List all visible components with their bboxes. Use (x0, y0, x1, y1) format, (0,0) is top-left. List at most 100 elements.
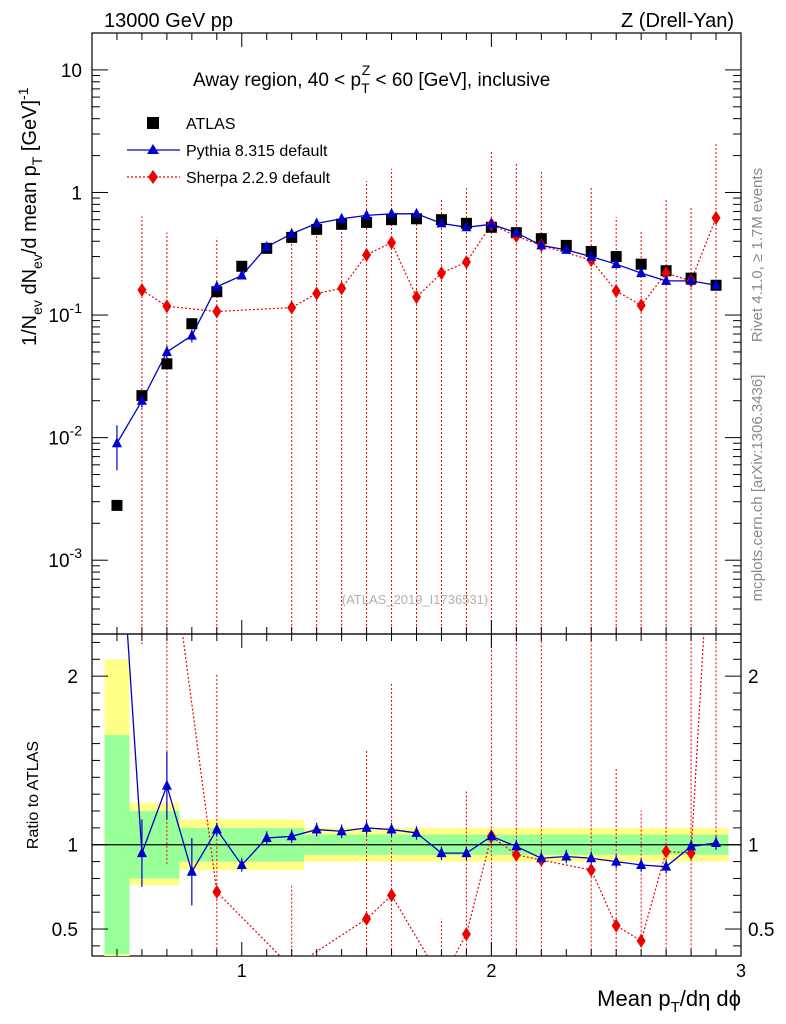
pythia-point (586, 250, 597, 261)
ratio-pythia-point (411, 826, 422, 837)
ratio-sherpa-point (387, 888, 397, 903)
ratio-pythia-point (711, 837, 722, 848)
sherpa-point (312, 286, 322, 301)
pythia-point (686, 274, 697, 285)
pythia-point (636, 267, 647, 278)
ratio-sherpa-point (661, 844, 671, 859)
pythia-point (436, 217, 447, 228)
ratio-axes: 1 2 30.5 0.51 12 2 (52, 634, 774, 981)
pythia-point (236, 269, 247, 280)
y-tick-label: 10-3 (48, 545, 82, 572)
pythia-point (336, 212, 347, 223)
pythia-point (661, 274, 672, 285)
ratio-sherpa-point (586, 863, 596, 878)
atlas-point (411, 213, 422, 225)
header-right: Z (Drell-Yan) (621, 10, 734, 32)
atlas-point (186, 318, 198, 330)
y-tick-label: 10 (61, 61, 82, 82)
ratio-pythia-point (311, 823, 322, 834)
sherpa-point (212, 304, 222, 319)
ratio-sherpa-line (181, 634, 705, 956)
sherpa-point (337, 281, 347, 296)
sherpa-point (436, 266, 446, 281)
pythia-point (161, 345, 172, 356)
rivet-version-label: Rivet 4.1.0, ≥ 1.7M events (749, 168, 766, 342)
ratio-pythia-point (386, 823, 397, 834)
sherpa-point (461, 255, 471, 270)
ratio-pythia-point (536, 852, 547, 863)
x-axis-label: Mean pT/dη dϕ (597, 986, 741, 1016)
sherpa-point (362, 247, 372, 262)
sherpa-point (611, 284, 621, 299)
ratio-y-tick-label: 2 (67, 667, 78, 688)
pythia-point (511, 226, 522, 237)
pythia-point (561, 243, 572, 254)
main-panel: 10-3 10-2 10-1 1 10 (48, 32, 742, 635)
pythia-point (611, 258, 622, 269)
y-tick-label: 10-2 (48, 423, 82, 450)
ratio-pythia-point (361, 821, 372, 832)
pythia-point (136, 394, 147, 405)
atlas-point (111, 499, 123, 511)
ratio-y-tick-label-right: 1 (748, 836, 759, 857)
ratio-pythia-point (586, 852, 597, 863)
ratio-sherpa-point (636, 933, 646, 948)
pythia-point (361, 209, 372, 220)
sherpa-point (162, 299, 172, 314)
pythia-point (386, 207, 397, 218)
legend: ATLAS Pythia 8.315 default Sherpa 2.2.9 … (127, 116, 331, 187)
ratio-pythia-point (436, 847, 447, 858)
atlas-point (635, 258, 647, 270)
x-tick-label: 2 (486, 961, 496, 981)
sherpa-point (287, 300, 297, 315)
ratio-pythia-point (136, 847, 147, 858)
sherpa-point (137, 283, 147, 298)
pythia-point (711, 279, 722, 290)
atlas-point (361, 216, 373, 228)
legend-sherpa-marker (148, 170, 158, 184)
legend-atlas-label: ATLAS (186, 116, 236, 133)
legend-pythia-marker (147, 144, 159, 154)
x-tick-label: 3 (736, 961, 746, 981)
analysis-watermark: (ATLAS_2019_I1736531) (342, 592, 488, 607)
main-y-axis-label: 1/Nev dNev/d mean pT [GeV]-1 (15, 87, 45, 346)
pythia-point (536, 239, 547, 250)
sherpa-series-line (141, 217, 717, 313)
ratio-sherpa-point (611, 918, 621, 933)
ratio-y-tick-label: 1 (67, 836, 78, 857)
pythia-point (186, 329, 197, 340)
atlas-point (386, 214, 398, 226)
atlas-point (311, 223, 323, 235)
legend-sherpa-label: Sherpa 2.2.9 default (186, 170, 331, 187)
ratio-pythia-point (236, 858, 247, 869)
ratio-pythia-point (636, 858, 647, 869)
pythia-point (211, 280, 222, 291)
ratio-pythia-point (186, 865, 197, 876)
ratio-y-tick-label-right: 2 (748, 667, 759, 688)
ratio-pythia-point (661, 860, 672, 871)
pythia-point (311, 217, 322, 228)
atlas-point (336, 218, 348, 230)
ratio-y-tick-label: 0.5 (52, 920, 78, 941)
y-tick-label: 1 (71, 183, 82, 204)
atlas-point (161, 358, 173, 370)
ratio-pythia-point (561, 850, 572, 861)
ratio-pythia-point (336, 825, 347, 836)
sherpa-point (387, 235, 397, 250)
sherpa-point (636, 298, 646, 313)
ratio-sherpa-point (362, 911, 372, 926)
main-plot-area (111, 144, 722, 634)
plot-title: Away region, 40 < pTZ < 60 [GeV], inclus… (193, 62, 550, 96)
ratio-sherpa-point (461, 927, 471, 942)
sherpa-point (661, 266, 671, 281)
sherpa-point (711, 210, 721, 225)
ratio-pythia-point (461, 847, 472, 858)
ratio-sherpa-point (511, 847, 521, 862)
ratio-pythia-point (261, 831, 272, 842)
mcplots-label: mcplots.cern.ch [arXiv:1306.3436] (749, 375, 766, 602)
ratio-pythia-point (211, 823, 222, 834)
ratio-pythia-point (611, 855, 622, 866)
pythia-point (286, 227, 297, 238)
ratio-sherpa-point (437, 973, 446, 987)
